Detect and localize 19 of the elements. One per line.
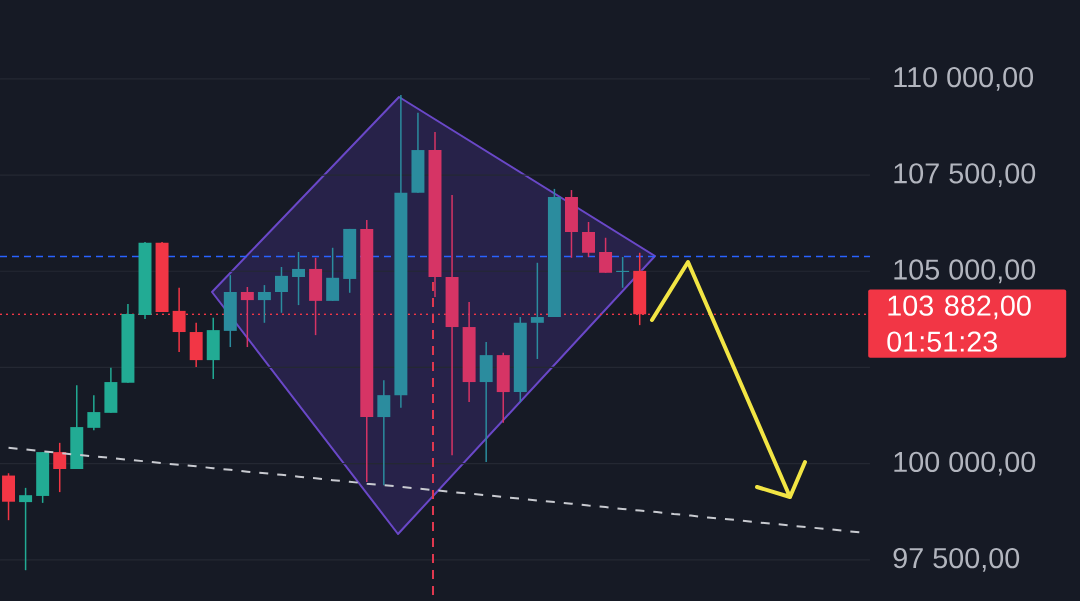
candlestick: [240, 286, 254, 348]
candlestick: [530, 262, 544, 360]
candlestick: [377, 379, 391, 486]
candlestick: [19, 487, 33, 571]
candlestick: [257, 284, 271, 324]
candlestick: [274, 266, 288, 314]
candlestick: [582, 221, 596, 258]
y-tick-label: 110 000,00: [894, 66, 1034, 91]
text: 01:51:23: [887, 331, 998, 352]
y-tick-label: 107 500,00: [894, 163, 1036, 187]
candlestick: [599, 237, 613, 274]
candlestick: [87, 394, 101, 431]
y-tick-label: 97 500,00: [893, 547, 1020, 572]
candlestick: [326, 247, 340, 302]
ref-line-label: 103 882,00: [888, 295, 1031, 320]
y-tick-label: 105 000,00: [894, 259, 1036, 284]
candlestick: [292, 251, 306, 306]
y-tick-label: 100 000,00: [894, 451, 1036, 476]
candlestick: [53, 442, 67, 493]
